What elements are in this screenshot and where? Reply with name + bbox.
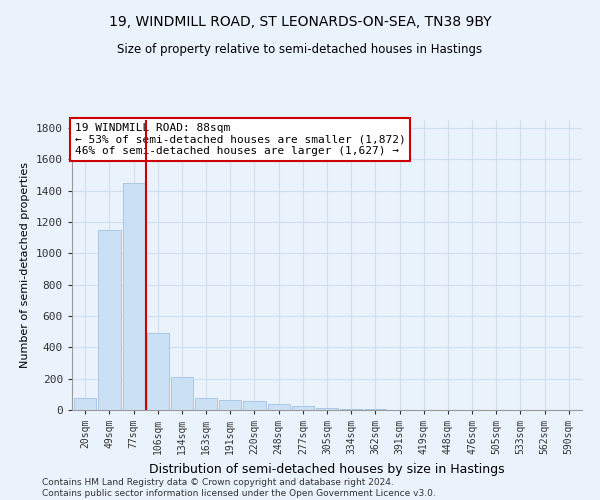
Text: 19, WINDMILL ROAD, ST LEONARDS-ON-SEA, TN38 9BY: 19, WINDMILL ROAD, ST LEONARDS-ON-SEA, T… xyxy=(109,15,491,29)
Bar xyxy=(171,377,193,410)
Bar xyxy=(74,398,97,410)
Y-axis label: Number of semi-detached properties: Number of semi-detached properties xyxy=(20,162,31,368)
Bar xyxy=(146,333,169,410)
Bar xyxy=(244,402,266,410)
Text: Size of property relative to semi-detached houses in Hastings: Size of property relative to semi-detach… xyxy=(118,42,482,56)
Bar xyxy=(292,406,314,410)
Bar xyxy=(98,230,121,410)
Bar xyxy=(122,182,145,410)
X-axis label: Distribution of semi-detached houses by size in Hastings: Distribution of semi-detached houses by … xyxy=(149,462,505,475)
Text: Contains HM Land Registry data © Crown copyright and database right 2024.
Contai: Contains HM Land Registry data © Crown c… xyxy=(42,478,436,498)
Bar xyxy=(364,409,386,410)
Text: 19 WINDMILL ROAD: 88sqm
← 53% of semi-detached houses are smaller (1,872)
46% of: 19 WINDMILL ROAD: 88sqm ← 53% of semi-de… xyxy=(74,123,406,156)
Bar xyxy=(268,404,290,410)
Bar xyxy=(316,408,338,410)
Bar xyxy=(340,409,362,410)
Bar xyxy=(219,400,241,410)
Bar xyxy=(195,398,217,410)
